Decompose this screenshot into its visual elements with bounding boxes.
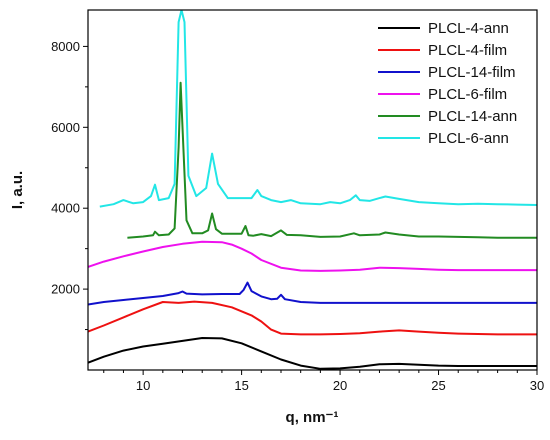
legend-label-plcl-14-film: PLCL-14-film [428,64,516,81]
y-tick-label: 8000 [51,39,80,54]
x-axis-title: q, nm⁻¹ [286,409,339,426]
x-tick-label: 30 [530,378,544,393]
series-layer [88,10,537,370]
legend-label-plcl-6-ann: PLCL-6-ann [428,130,509,147]
legend-label-plcl-14-ann: PLCL-14-ann [428,108,517,125]
y-tick-label: 4000 [51,201,80,216]
series-line-plcl-6-film [88,240,537,272]
y-axis: 2000 4000 6000 8000 [51,39,88,331]
x-tick-label: 20 [333,378,347,393]
series-line-plcl-4-ann [88,337,537,370]
series-line-plcl-4-film [88,300,537,336]
x-tick-label: 10 [136,378,150,393]
legend: PLCL-4-ann PLCL-4-film PLCL-14-film PLCL-6-… [378,20,517,147]
y-axis-title: I, a.u. [9,171,26,209]
series-line-plcl-14-film [88,281,537,306]
x-tick-label: 25 [431,378,445,393]
legend-label-plcl-4-ann: PLCL-4-ann [428,20,509,37]
series-line-plcl-14-ann [127,81,537,239]
y-tick-label: 2000 [51,282,80,297]
y-tick-label: 6000 [51,120,80,135]
x-tick-label: 15 [234,378,248,393]
x-axis: 10 15 20 25 30 [103,370,544,393]
legend-label-plcl-6-film: PLCL-6-film [428,86,507,103]
legend-label-plcl-4-film: PLCL-4-film [428,42,507,59]
plot-frame [87,9,538,371]
series-line-plcl-6-ann [99,10,537,208]
